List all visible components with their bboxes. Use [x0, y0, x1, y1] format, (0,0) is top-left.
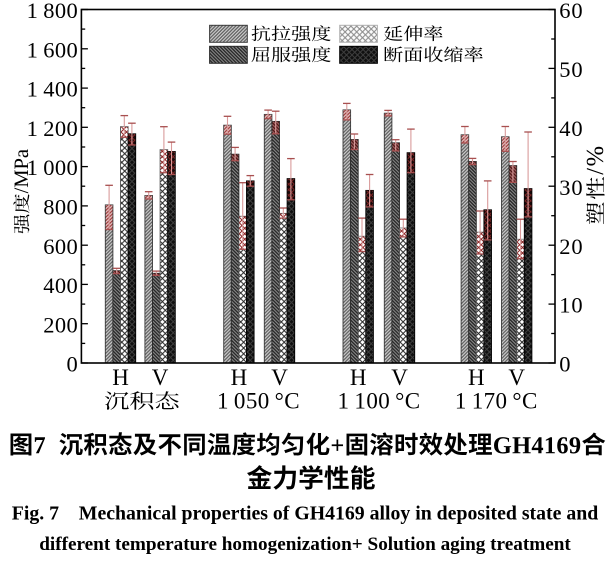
- svg-text:400: 400: [43, 273, 78, 298]
- svg-text:1 000: 1 000: [27, 155, 79, 180]
- svg-text:10: 10: [559, 293, 583, 318]
- svg-text:1 600: 1 600: [27, 37, 79, 62]
- svg-text:50: 50: [559, 57, 583, 82]
- svg-text:H: H: [468, 365, 485, 390]
- svg-text:1 800: 1 800: [27, 0, 79, 23]
- svg-text:V: V: [152, 365, 169, 390]
- svg-text:1 100 °C: 1 100 °C: [338, 389, 421, 414]
- svg-text:H: H: [350, 365, 367, 390]
- svg-text:V: V: [271, 365, 288, 390]
- svg-text:800: 800: [43, 195, 78, 220]
- svg-text:1 400: 1 400: [27, 77, 79, 102]
- svg-text:1 170 °C: 1 170 °C: [455, 389, 538, 414]
- svg-text:40: 40: [559, 116, 583, 141]
- svg-text:200: 200: [43, 312, 78, 337]
- svg-text:V: V: [508, 365, 525, 390]
- svg-text:V: V: [391, 365, 408, 390]
- svg-text:H: H: [231, 365, 248, 390]
- svg-text:1 200: 1 200: [27, 116, 79, 141]
- svg-text:600: 600: [43, 234, 78, 259]
- svg-text:60: 60: [559, 0, 583, 23]
- svg-text:Fig. 7 Mechanical propertie: Fig. 7 Mechanical properties of GH4169 a…: [12, 503, 598, 525]
- svg-text:H: H: [112, 365, 129, 390]
- svg-text:1 050 °C: 1 050 °C: [217, 389, 300, 414]
- svg-text:different temperature homogeni: different temperature homogenization+ So…: [39, 534, 571, 555]
- svg-text:20: 20: [559, 234, 583, 259]
- svg-text:0: 0: [559, 352, 571, 377]
- svg-text:30: 30: [559, 175, 583, 200]
- svg-text:0: 0: [67, 352, 79, 377]
